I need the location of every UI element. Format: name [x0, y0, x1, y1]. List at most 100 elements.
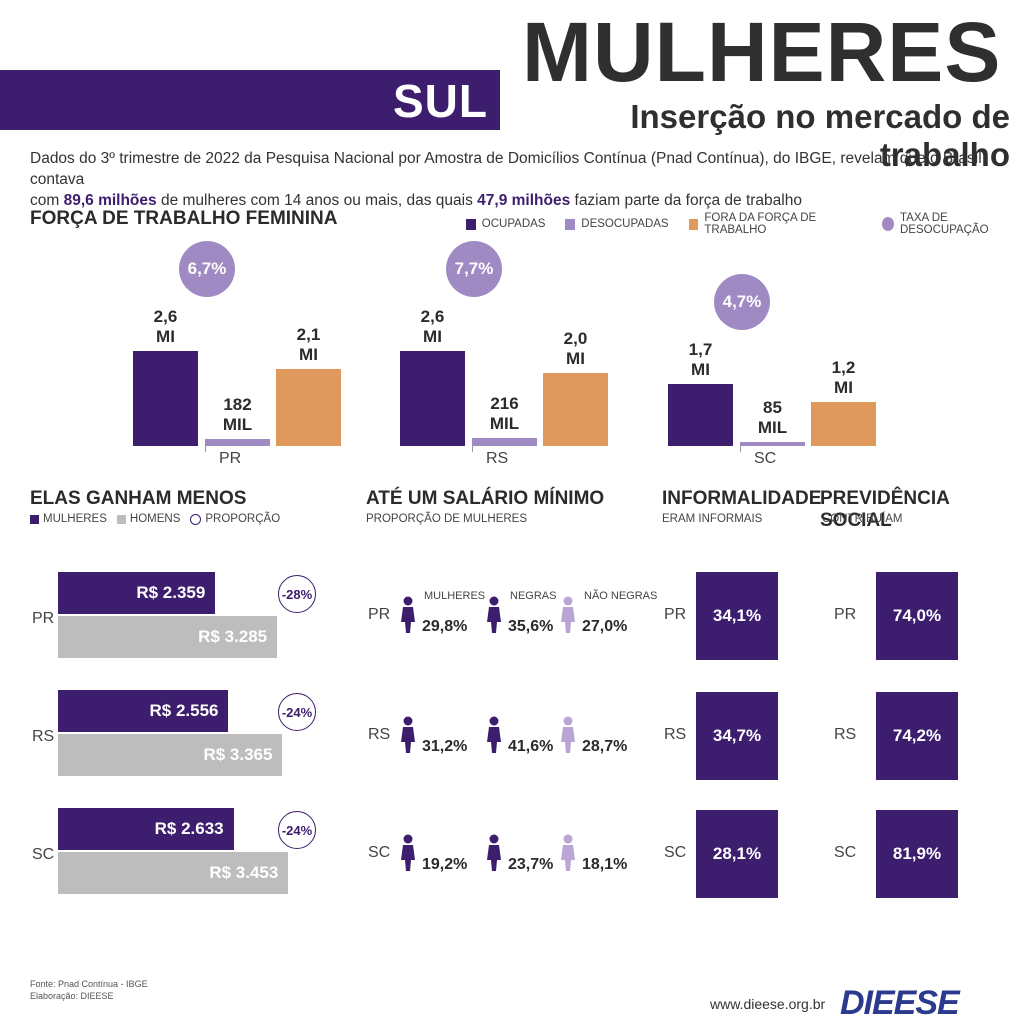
minwage-value-mulheres-sc: 19,2%: [422, 856, 468, 873]
bar-ocupadas-pr: [133, 351, 198, 446]
bar-fora-label-sc: 1,2 MI: [831, 358, 856, 398]
legend-swatch-proporcao: [190, 513, 202, 525]
page-title: MULHERES: [522, 5, 1002, 99]
legend-swatch-desocupadas: [565, 218, 576, 230]
informal-box-pr: 34,1%: [696, 572, 778, 660]
legend-proporcao: PROPORÇÃO: [205, 513, 281, 525]
minwage-value-nao-negras-rs: 28,7%: [582, 738, 628, 755]
woman-figure-icon: [486, 596, 502, 639]
minwage-col-nao-negras: NÃO NEGRAS: [584, 590, 658, 602]
minwage-value-negras-sc: 23,7%: [508, 856, 554, 873]
woman-figure-icon: [400, 834, 416, 877]
footer-elaboracao: Elaboração: DIEESE: [30, 991, 114, 1001]
woman-figure-icon: [400, 716, 416, 759]
earnings-legend: MULHERES HOMENS PROPORÇÃO: [30, 513, 280, 525]
intro-line-2: com 89,6 milhões de mulheres com 14 anos…: [30, 192, 802, 209]
legend-mulheres: MULHERES: [43, 513, 107, 525]
bar-homens-rs: R$ 3.365: [58, 734, 283, 776]
minwage-col-negras: NEGRAS: [510, 590, 557, 602]
informal-title: INFORMALIDADE: [662, 488, 822, 509]
minwage-title: ATÉ UM SALÁRIO MÍNIMO: [366, 488, 605, 509]
minwage-value-nao-negras-pr: 27,0%: [582, 618, 628, 635]
woman-figure-icon: [486, 834, 502, 877]
bar-ocupadas-sc: [668, 383, 733, 446]
bar-desocupadas-pr: [205, 439, 270, 446]
bar-desocupadas-sc: [740, 442, 805, 446]
proporcao-badge-sc: -24%: [278, 811, 316, 849]
intro-total-women: 89,6 milhões: [63, 192, 157, 209]
footer-source: Fonte: Pnad Contínua - IBGE Elaboração: …: [30, 978, 148, 1002]
legend-ocupadas: OCUPADAS: [481, 218, 546, 230]
bar-desocupadas-label-rs: 216 MIL: [489, 394, 520, 434]
intro-text: Dados do 3º trimestre de 2022 da Pesquis…: [30, 148, 1010, 211]
earnings-state-rs: RS: [32, 728, 55, 745]
minwage-value-mulheres-rs: 31,2%: [422, 738, 468, 755]
proporcao-badge-rs: -24%: [278, 693, 316, 731]
legend-fora: FORA DA FORÇA DE TRABALHO: [704, 212, 817, 236]
legend-swatch-homens: [116, 514, 126, 524]
workforce-title: FORÇA DE TRABALHO FEMININA: [30, 208, 338, 229]
earnings-state-sc: SC: [32, 846, 55, 863]
legend-swatch-mulheres: [30, 514, 39, 524]
bar-fora-label-rs: 2,0 MI: [563, 329, 588, 368]
rate-circle-sc: 4,7%: [714, 273, 770, 330]
woman-figure-icon: [560, 834, 576, 877]
bar-mulheres-rs: R$ 2.556: [58, 690, 229, 732]
bar-ocupadas-label-sc: 1,7 MI: [688, 339, 713, 379]
woman-figure-icon: [560, 716, 576, 759]
earnings-state-pr: PR: [32, 610, 55, 627]
informal-state-sc: SC: [664, 844, 687, 861]
region-label: SUL: [393, 75, 488, 127]
axis-tick-sc: [740, 446, 741, 452]
legend-taxa: TAXA DE DESOCUPAÇÃO: [899, 212, 989, 236]
bar-fora-label-pr: 2,1 MI: [296, 325, 321, 365]
bar-homens-pr: R$ 3.285: [58, 616, 278, 658]
informal-state-rs: RS: [664, 726, 687, 743]
bar-fora-rs: [543, 373, 608, 446]
minwage-value-negras-pr: 35,6%: [508, 618, 554, 635]
bar-fora-pr: [276, 369, 341, 446]
previdencia-title: PREVIDÊNCIA SOCIAL: [820, 488, 950, 531]
previdencia-state-rs: RS: [834, 726, 857, 743]
informal-box-sc: 28,1%: [696, 810, 778, 898]
workforce-legend: OCUPADAS DESOCUPADAS FORA DA FORÇA DE TR…: [466, 212, 1024, 236]
legend-swatch-taxa: [881, 217, 894, 231]
page-subtitle: Inserção no mercado de trabalho: [630, 98, 1010, 173]
informal-caption: ERAM INFORMAIS: [662, 513, 763, 525]
minwage-value-negras-rs: 41,6%: [508, 738, 554, 755]
legend-desocupadas: DESOCUPADAS: [581, 218, 669, 230]
dieese-logo: DIEESE: [840, 984, 960, 1022]
previdencia-box-sc: 81,9%: [876, 810, 958, 898]
minwage-state-pr: PR: [368, 606, 391, 623]
footer-fonte: Fonte: Pnad Contínua - IBGE: [30, 979, 148, 989]
minwage-value-nao-negras-sc: 18,1%: [582, 856, 628, 873]
informal-state-pr: PR: [664, 606, 687, 623]
bar-ocupadas-rs: [400, 351, 465, 446]
intro-workforce-women: 47,9 milhões: [477, 192, 571, 209]
axis-tick-pr: [205, 446, 206, 452]
bar-ocupadas-label-rs: 2,6 MI: [420, 307, 445, 347]
previdencia-caption: CONTRIBUÍAM: [822, 513, 903, 525]
previdencia-box-pr: 74,0%: [876, 572, 958, 660]
previdencia-state-sc: SC: [834, 844, 857, 861]
previdencia-state-pr: PR: [834, 606, 857, 623]
minwage-caption: PROPORÇÃO DE MULHERES: [366, 513, 528, 525]
footer-site[interactable]: www.dieese.org.br: [710, 996, 826, 1012]
woman-figure-icon: [400, 596, 416, 639]
bar-desocupadas-label-sc: 85 MIL: [757, 398, 788, 437]
legend-swatch-ocupadas: [466, 218, 476, 230]
legend-swatch-fora: [688, 218, 699, 230]
woman-figure-icon: [560, 596, 576, 639]
intro-line-1: Dados do 3º trimestre de 2022 da Pesquis…: [30, 150, 982, 188]
bar-fora-sc: [811, 402, 876, 446]
informal-box-rs: 34,7%: [696, 692, 778, 780]
minwage-state-rs: RS: [368, 726, 391, 743]
minwage-value-mulheres-pr: 29,8%: [422, 618, 468, 635]
rate-circle-pr: 6,7%: [179, 241, 235, 298]
region-band: [0, 70, 500, 130]
woman-figure-icon: [486, 716, 502, 759]
minwage-col-mulheres: MULHERES: [424, 590, 486, 602]
previdencia-box-rs: 74,2%: [876, 692, 958, 780]
state-label-rs: RS: [486, 450, 509, 467]
state-label-sc: SC: [754, 450, 777, 467]
